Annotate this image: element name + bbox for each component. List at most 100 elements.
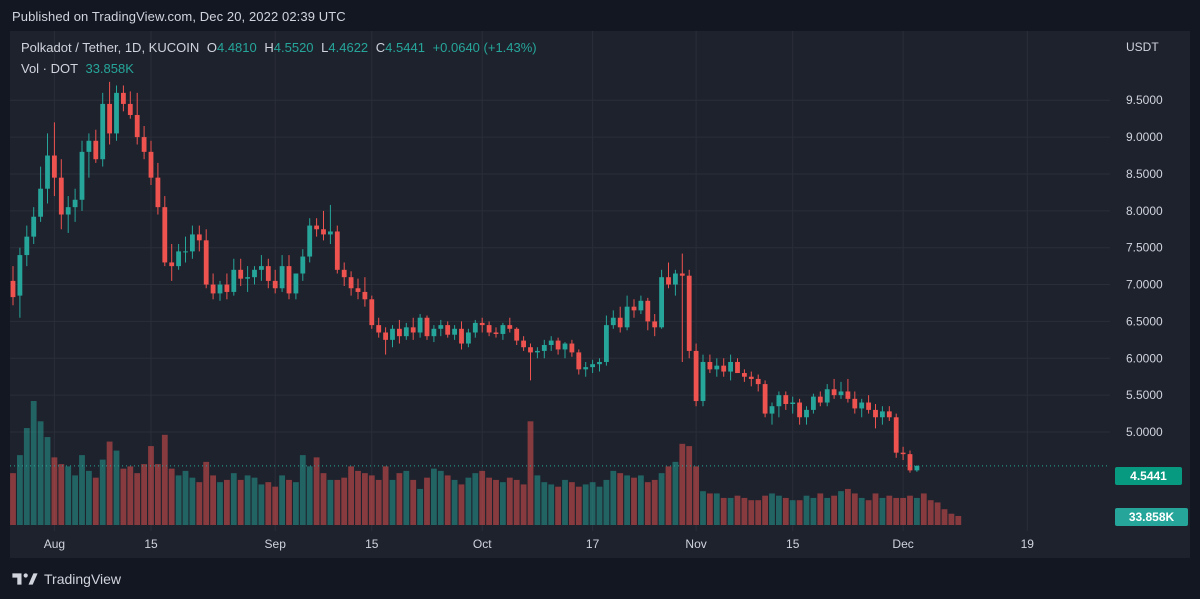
candle-body [231,269,237,292]
candle-body [838,391,844,396]
candle-body [362,291,368,300]
candle [203,229,209,289]
candle-body [583,367,589,370]
candle-body [693,350,699,402]
volume-bar [493,479,499,525]
volume-bar [258,484,265,525]
candle-body [486,325,492,333]
candlestick-chart[interactable]: 5.0000 5.5000 6.0000 6.5000 7.0000 7.5000 8.00… [10,31,1190,558]
candle-body [686,275,692,351]
candle [845,378,851,403]
volume-bar [644,482,651,525]
volume-bar [638,475,644,525]
candle [811,393,816,414]
time-tick-label: Aug [44,537,65,551]
candle [831,378,837,399]
candle [58,159,64,230]
volume-bar [444,475,451,525]
volume-bar [51,457,58,525]
volume-bar [396,473,403,525]
candle [162,196,168,267]
candle [341,262,347,287]
volume-bar [500,482,506,525]
candle-body [811,396,816,410]
volume-bar [451,479,458,525]
candle-body [804,409,809,418]
candle-body [238,269,244,279]
candle [217,280,223,301]
candle-body [300,256,306,274]
volume-bar [907,495,913,525]
candle-body [79,151,85,200]
price-tick-label: 7.0000 [1126,278,1163,292]
candle-body [355,288,361,292]
volume-bar [506,477,513,525]
candle-body [452,328,457,335]
candle [86,133,92,178]
volume-bar [741,497,748,525]
candle-body [431,328,437,337]
candle-body [24,236,30,256]
candle-body [907,454,913,471]
volume-bar [99,459,106,525]
volume-bar [596,486,603,525]
candle-body [459,328,464,344]
candle-body [190,234,195,252]
candle [383,327,388,355]
candle [38,166,43,222]
candle-body [210,284,216,294]
candle [148,140,154,186]
candle [693,343,699,407]
volume-bar [658,473,665,525]
volume-bar [437,470,444,525]
volume-bar [196,482,203,525]
volume-bar [37,421,44,525]
candle [472,319,478,338]
candle [196,225,202,252]
candle-body [769,406,775,414]
candle [52,122,57,197]
candle [893,413,899,458]
candle-body [286,266,292,294]
volume-bar [327,479,334,525]
candle [714,358,720,377]
volume-bar [817,493,824,525]
time-tick-label: Oct [473,537,492,551]
volume-bar [286,479,292,525]
volume-bar [251,477,258,525]
candle [500,322,506,340]
volume-bar [803,495,810,525]
volume-bar [182,470,189,525]
candle-body [555,340,561,350]
candle [507,317,513,333]
candle [252,266,257,285]
candle [410,317,416,340]
volume-bar [155,464,161,525]
volume-bar [631,477,637,525]
candle [403,322,409,340]
volume-bar [148,446,154,525]
candle-body [886,411,892,418]
candle-body [293,273,299,294]
volume-bar [520,484,527,525]
candle [590,359,595,374]
candle-body [604,325,609,362]
candle-body [259,266,264,270]
volume-bar [403,470,410,525]
candle [528,343,533,381]
candle [555,337,561,355]
candle [348,271,354,296]
volume-bar [845,488,851,525]
candle-body [610,317,616,326]
volume-bar [955,515,962,525]
volume-bar [941,509,948,525]
volume-bar [651,479,658,525]
volume-bar [755,500,762,525]
candle [776,391,782,418]
candle [307,218,313,263]
volume-bar [555,486,561,525]
price-tick-label: 9.5000 [1126,93,1163,107]
candle-body [265,266,271,281]
candle [390,325,395,348]
price-tick-label: 9.0000 [1126,130,1163,144]
